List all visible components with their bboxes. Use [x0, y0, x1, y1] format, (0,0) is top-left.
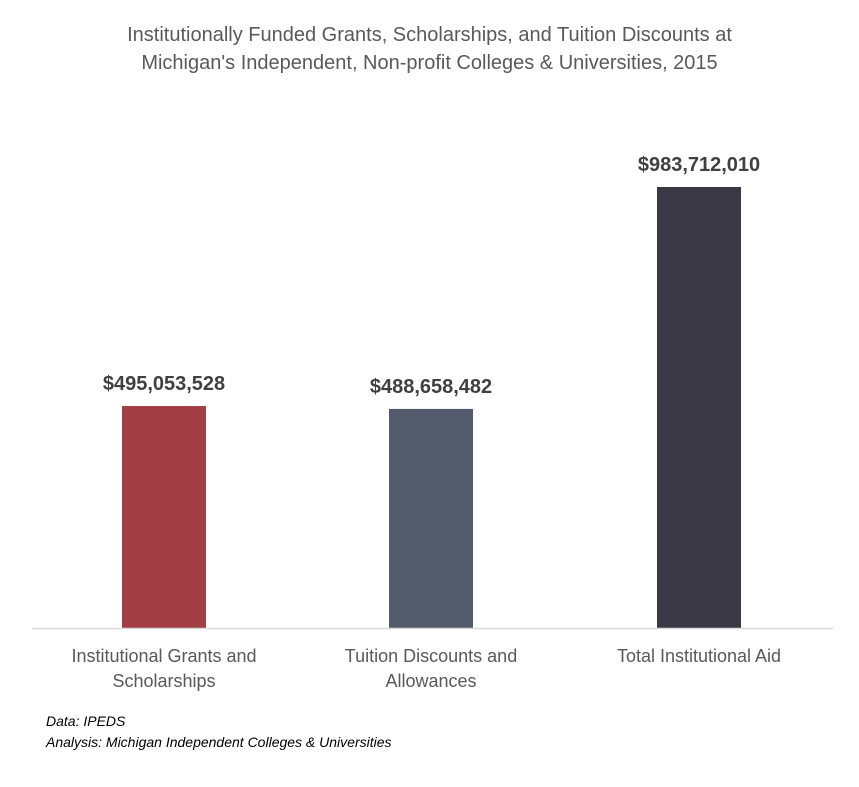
- bar-3: [657, 187, 741, 628]
- x-tick-label-3-line-1: Total Institutional Aid: [617, 646, 781, 666]
- chart-title-line-2: Michigan's Independent, Non-profit Colle…: [141, 52, 718, 74]
- bar-2: [389, 408, 473, 628]
- x-tick-label-1-line-2: Scholarships: [112, 671, 215, 691]
- x-tick-label-2-line-2: Allowances: [385, 671, 476, 691]
- x-tick-label-2-line-1: Tuition Discounts and: [345, 646, 517, 666]
- data-label-2: $488,658,482: [370, 376, 492, 398]
- analysis-note: Analysis: Michigan Independent Colleges …: [46, 734, 392, 750]
- data-label-3: $983,712,010: [638, 154, 760, 176]
- chart-title-line-1: Institutionally Funded Grants, Scholarsh…: [127, 24, 732, 46]
- bar-1: [122, 406, 206, 628]
- data-label-1: $495,053,528: [103, 373, 225, 395]
- data-source-note: Data: IPEDS: [46, 713, 126, 729]
- x-tick-label-1-line-1: Institutional Grants and: [71, 646, 256, 666]
